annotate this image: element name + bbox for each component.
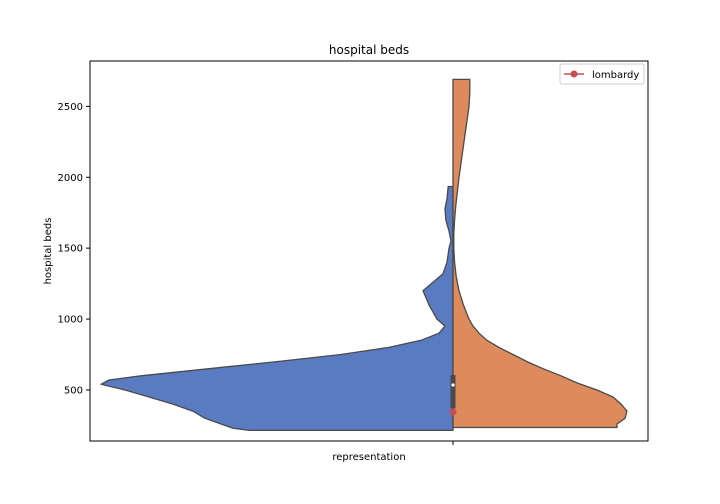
y-tick-label: 1500 xyxy=(58,244,83,255)
legend-marker xyxy=(570,70,578,78)
y-tick-label: 1000 xyxy=(58,315,83,326)
box-median xyxy=(451,383,455,387)
legend-box xyxy=(559,63,645,85)
y-tick-label: 500 xyxy=(64,385,83,396)
violin-half-left xyxy=(100,185,454,432)
y-axis-label: hospital beds xyxy=(43,218,54,285)
y-tick-label: 2000 xyxy=(58,173,83,184)
lombardy-point xyxy=(449,408,457,416)
y-axis: 500 1000 1500 2000 2500 xyxy=(58,102,90,396)
y-tick-label: 2500 xyxy=(58,102,83,113)
violin-half-right xyxy=(452,78,628,429)
chart-title: hospital beds xyxy=(329,43,409,57)
box-iqr xyxy=(450,375,456,409)
plot-frame xyxy=(89,60,649,442)
plot-area xyxy=(100,78,628,432)
x-axis-label: representation xyxy=(332,452,405,463)
legend-label: lombardy xyxy=(592,70,639,81)
legend: lombardy xyxy=(559,63,645,85)
